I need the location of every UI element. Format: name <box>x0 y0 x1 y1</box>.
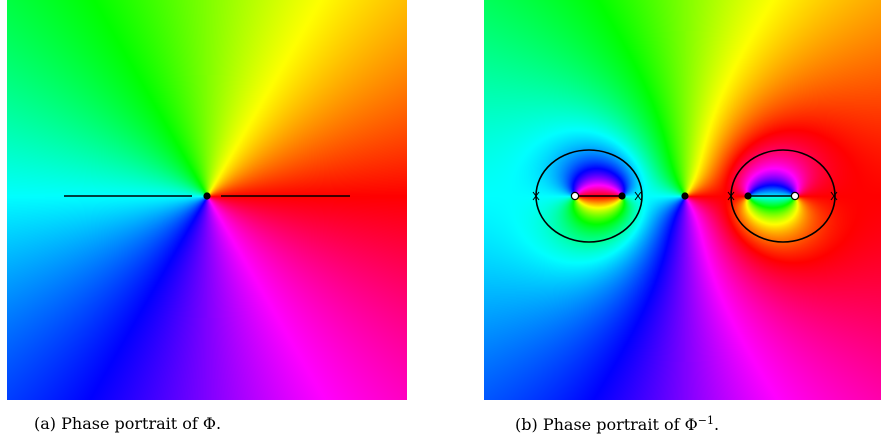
caption-b: (b) Phase portrait of Φ−1. <box>515 414 719 434</box>
caption-b-label: (b) <box>515 415 538 434</box>
origin-point <box>203 192 211 200</box>
caption-a-text: Phase portrait of Φ. <box>61 414 222 433</box>
tick-right-inner-2 <box>727 191 735 201</box>
left-filled-point <box>618 192 626 200</box>
phase-portrait-phi-overlay <box>64 192 350 200</box>
origin-point <box>681 192 689 200</box>
right-open-point <box>790 191 800 201</box>
tick-left-inner-2 <box>634 191 642 201</box>
phase-portrait-phi-canvas <box>7 0 407 400</box>
caption-b-text: Phase portrait of Φ <box>542 415 698 434</box>
phase-portrait-phi-inverse-overlay <box>532 149 838 243</box>
curve-tick-marks <box>532 191 838 201</box>
phase-portrait-phi <box>7 0 407 400</box>
phase-portrait-phi-inverse <box>484 0 881 400</box>
tick-left-outer-2 <box>532 191 540 201</box>
phase-portrait-phi-inverse-canvas <box>484 0 881 400</box>
caption-a: (a) Phase portrait of Φ. <box>34 414 221 433</box>
caption-a-label: (a) <box>34 414 57 433</box>
tick-right-outer-2 <box>830 191 838 201</box>
caption-b-superscript: −1 <box>697 414 714 427</box>
left-open-point <box>570 191 580 201</box>
right-filled-point <box>744 192 752 200</box>
caption-b-suffix: . <box>713 415 720 434</box>
